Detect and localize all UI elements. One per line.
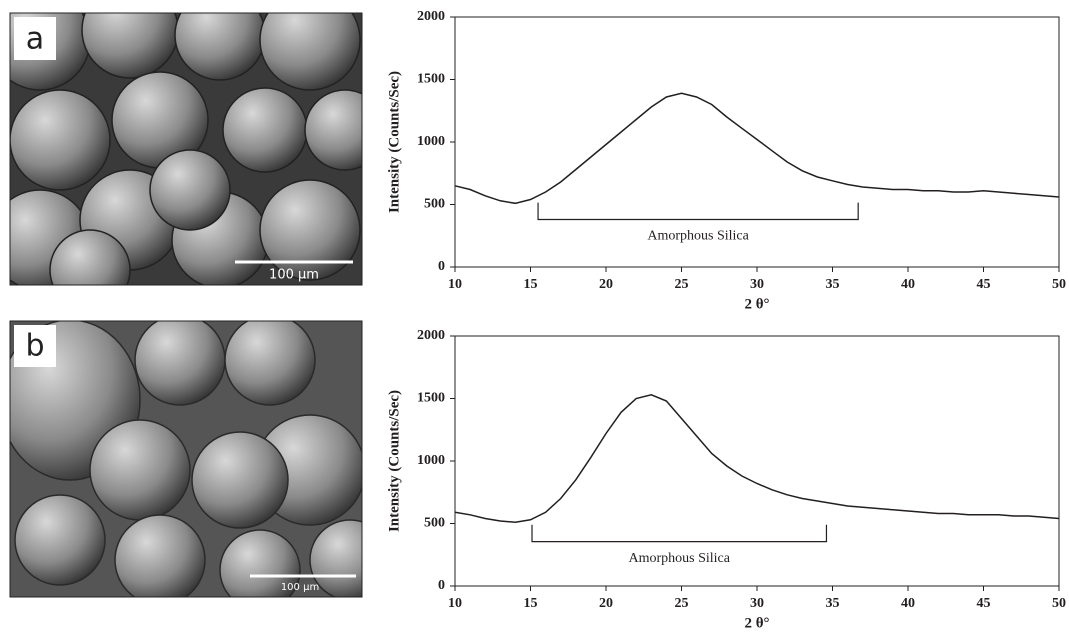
x-tick-label: 30	[750, 596, 764, 611]
annotation-bracket	[531, 524, 828, 543]
plot-frame	[454, 16, 1060, 268]
y-axis-label: Intensity (Counts/Sec)	[386, 71, 402, 213]
x-tick-label: 10	[448, 596, 462, 611]
x-tick-label: 45	[977, 277, 991, 292]
sem-image-b	[10, 321, 362, 597]
x-tick-label: 15	[524, 277, 538, 292]
y-tick-label: 1500	[417, 72, 445, 87]
x-tick-label: 30	[750, 277, 764, 292]
x-tick-label: 10	[448, 277, 462, 292]
y-axis-label: Intensity (Counts/Sec)	[386, 390, 402, 532]
image-label: b	[25, 329, 44, 364]
x-tick-label: 50	[1052, 277, 1066, 292]
sem-image-a	[10, 13, 362, 285]
image-frame	[9, 12, 363, 286]
annotation-bracket	[537, 202, 859, 221]
image-frame	[9, 320, 363, 598]
y-tick-label: 0	[438, 578, 445, 593]
x-tick-label: 15	[524, 596, 538, 611]
x-tick-label: 40	[901, 277, 915, 292]
scale-bar-label: 100 μm	[269, 268, 319, 283]
x-tick-label: 50	[1052, 596, 1066, 611]
annotation-label: Amorphous Silica	[628, 551, 730, 566]
plot-frame	[454, 335, 1060, 587]
y-tick-label: 1000	[417, 134, 445, 149]
x-tick-label: 35	[826, 596, 840, 611]
y-tick-label: 500	[424, 516, 445, 531]
x-tick-label: 25	[675, 596, 689, 611]
annotation-label: Amorphous Silica	[647, 229, 749, 244]
x-tick-label: 40	[901, 596, 915, 611]
x-tick-label: 20	[599, 277, 613, 292]
x-tick-label: 25	[675, 277, 689, 292]
y-tick-label: 1000	[417, 453, 445, 468]
data-line	[454, 92, 1060, 205]
data-line	[454, 394, 1060, 524]
x-tick-label: 35	[826, 277, 840, 292]
x-tick-label: 20	[599, 596, 613, 611]
x-axis-label: 2 θ°	[744, 615, 769, 631]
y-tick-label: 2000	[417, 328, 445, 343]
y-tick-label: 500	[424, 197, 445, 212]
image-label: a	[26, 22, 44, 57]
scale-bar-label: 100 μm	[281, 582, 319, 593]
x-tick-label: 45	[977, 596, 991, 611]
y-tick-label: 1500	[417, 391, 445, 406]
x-axis-label: 2 θ°	[744, 296, 769, 312]
y-tick-label: 0	[438, 259, 445, 274]
y-tick-label: 2000	[417, 9, 445, 24]
